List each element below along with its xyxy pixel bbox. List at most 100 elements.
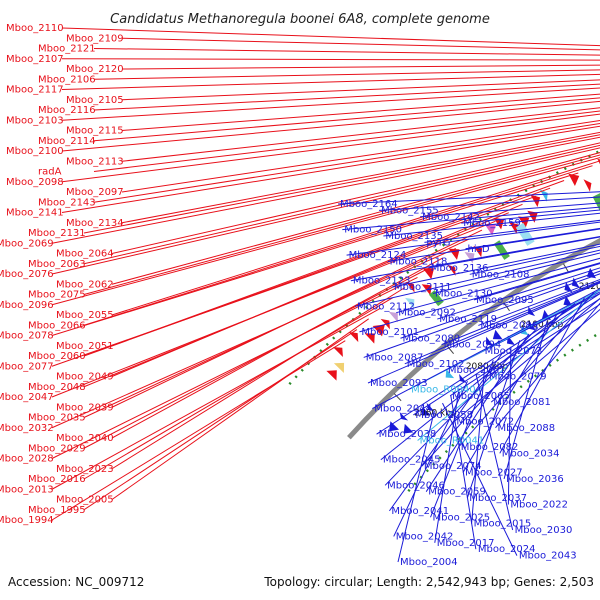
forward-gene <box>484 223 497 236</box>
gene-label: Mboo_2047 <box>0 392 54 403</box>
label-connector <box>83 297 394 480</box>
gene-label: Mboo_2110 <box>6 23 64 34</box>
label-connector <box>61 113 600 183</box>
label-connector <box>454 297 600 422</box>
gene-label: Mboo_2024 <box>478 544 536 555</box>
gene-label: Mboo_2100 <box>6 146 64 157</box>
label-connector <box>355 249 600 307</box>
label-connector <box>61 125 600 213</box>
gene-label: Mboo_2113 <box>66 156 124 167</box>
gene-label: Mboo_2013 <box>0 484 54 495</box>
gene-label: Mboo_2131 <box>28 228 86 239</box>
gene-label: Mboo_2087 <box>366 352 424 363</box>
gene-label: Mboo_2072 <box>456 416 514 427</box>
label-connector <box>93 110 600 172</box>
label-connector <box>363 273 600 358</box>
forward-gene <box>518 216 530 229</box>
gene-label: Mboo_2096 <box>0 300 54 311</box>
gene-label: Mboo_2093 <box>370 378 428 389</box>
gene-label: Mboo_2115 <box>66 126 124 137</box>
gene-label: Mboo_2017 <box>437 538 495 549</box>
label-connector <box>61 73 600 90</box>
gene-label: Mboo_2124 <box>349 250 407 261</box>
label-connector <box>83 329 358 511</box>
label-connector <box>61 27 600 47</box>
label-connector <box>384 327 539 486</box>
gene-label: Mboo_2023 <box>56 464 114 475</box>
label-connector <box>428 236 600 269</box>
gene-label: Mboo_2016 <box>28 474 86 485</box>
label-connector <box>93 122 600 203</box>
label-connector <box>93 48 600 56</box>
label-connector <box>507 346 512 505</box>
gene-label: Mboo_2015 <box>474 519 532 530</box>
reverse-gene <box>563 296 573 307</box>
gene-label: Mboo_2141 <box>6 208 64 219</box>
gene-label: Mboo_2078 <box>0 331 54 342</box>
label-connector <box>449 298 600 397</box>
forward-gene <box>333 347 343 358</box>
label-connector <box>393 380 468 537</box>
reverse-gene <box>388 421 399 432</box>
gene-label: Mboo_2061 <box>448 365 506 376</box>
gene-label: Mboo_2136 <box>431 263 489 274</box>
forward-gene <box>473 245 483 258</box>
genome-summary-text: Topology: circular; Length: 2,542,943 bp… <box>263 575 594 589</box>
gene-label: Mboo_2039 <box>56 402 114 413</box>
label-connector <box>376 289 600 435</box>
label-connector <box>61 87 600 121</box>
gene-label: Mboo_2032 <box>0 423 54 434</box>
gene-label: Mboo_2116 <box>38 105 96 116</box>
gene-label: Mboo_2030 <box>515 525 573 536</box>
gene-label: Mboo_R0040 <box>411 384 476 395</box>
gene-label: Mboo_2062 <box>56 279 114 290</box>
gene-label: Mboo_2076 <box>0 269 54 280</box>
gene-label: Mboo_2064 <box>56 249 114 260</box>
gene-label: Mboo_2058 <box>415 410 473 421</box>
label-connector <box>475 373 514 531</box>
label-connector <box>350 235 600 282</box>
gene-label: Mboo_2040 <box>56 433 114 444</box>
label-connector <box>450 395 477 550</box>
label-connector <box>121 131 600 224</box>
gene-label: Mboo_2098 <box>6 177 64 188</box>
gene-label: Mboo_2117 <box>6 85 64 96</box>
label-connector <box>111 142 600 254</box>
label-connector <box>397 410 435 563</box>
gene-label: pyrG <box>426 237 450 248</box>
gene-label: Mboo_2074 <box>424 461 482 472</box>
gene-label: Mboo_2060 <box>28 351 86 362</box>
label-connector <box>93 97 600 142</box>
gene-label: Mboo_2092 <box>398 308 456 319</box>
gene-label: Mboo_2044 <box>374 404 432 415</box>
label-connector <box>51 195 537 367</box>
label-connector <box>83 165 593 326</box>
accession-text: Accession: NC_009712 <box>8 575 144 589</box>
label-connector <box>372 288 600 410</box>
gene-labels: Mboo_2110Mboo_2109Mboo_2121Mboo_2107Mboo… <box>0 23 577 568</box>
gene-label: Mboo_2114 <box>38 136 96 147</box>
gene-label: Mboo_2035 <box>28 413 86 424</box>
label-connector <box>111 203 523 377</box>
gene-label: Mboo_2103 <box>6 115 64 126</box>
forward-gene <box>568 173 580 187</box>
gene-label: Mboo_2079 <box>489 372 547 383</box>
label-connector <box>121 79 600 101</box>
gene-label: Mboo_2143 <box>38 197 96 208</box>
gene-label: Mboo_2121 <box>38 44 96 55</box>
forward-gene <box>388 311 398 323</box>
gene-label: Mboo_2120 <box>66 64 124 75</box>
label-connector <box>396 257 600 314</box>
gene-label: Mboo_2123 <box>353 276 411 287</box>
gene-label: Mboo_2164 <box>340 199 398 210</box>
label-connector <box>499 297 585 454</box>
label-connector <box>503 321 548 480</box>
gene-label: Mboo_2043 <box>519 551 577 562</box>
gene-label: Mboo_2075 <box>28 290 86 301</box>
label-connector <box>61 100 600 152</box>
label-connector <box>420 202 600 218</box>
label-connector <box>121 107 600 162</box>
gene-label: Mboo_2042 <box>396 531 454 542</box>
